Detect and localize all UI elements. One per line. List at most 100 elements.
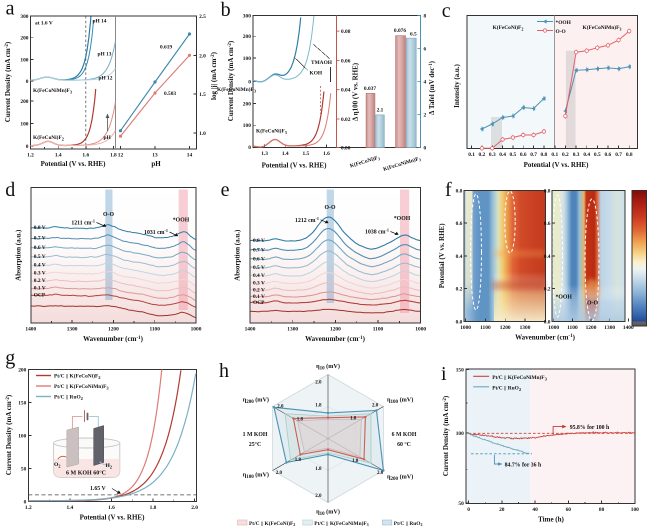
svg-text:0.2 V: 0.2 V bbox=[34, 278, 46, 284]
svg-text:1.5: 1.5 bbox=[199, 92, 206, 98]
svg-text:6 M KOH: 6 M KOH bbox=[392, 432, 417, 438]
svg-text:0.2: 0.2 bbox=[456, 287, 463, 293]
svg-text:1.3: 1.3 bbox=[261, 151, 268, 157]
svg-text:0.8 V: 0.8 V bbox=[34, 225, 46, 231]
svg-text:1100: 1100 bbox=[149, 327, 160, 333]
svg-text:14: 14 bbox=[187, 153, 193, 159]
svg-text:1000: 1000 bbox=[415, 327, 426, 333]
svg-text:0.8: 0.8 bbox=[626, 152, 633, 158]
svg-text:Pt/C || RuO2: Pt/C || RuO2 bbox=[54, 395, 84, 402]
svg-text:1.65 V: 1.65 V bbox=[90, 486, 106, 492]
svg-text:log |j| (mA cm-2): log |j| (mA cm-2) bbox=[210, 51, 218, 100]
svg-text:0.8: 0.8 bbox=[456, 188, 463, 194]
svg-text:Current Density (mA cm-2): Current Density (mA cm-2) bbox=[4, 41, 12, 122]
svg-text:2.0: 2.0 bbox=[277, 405, 284, 410]
svg-text:η10 (mV): η10 (mV) bbox=[316, 509, 340, 518]
svg-text:0.3: 0.3 bbox=[573, 152, 580, 158]
svg-text:0.5: 0.5 bbox=[510, 152, 517, 158]
svg-text:Time (h): Time (h) bbox=[538, 516, 564, 524]
svg-text:0.503: 0.503 bbox=[164, 91, 176, 97]
svg-text:Current Density (mA cm-2): Current Density (mA cm-2) bbox=[5, 394, 13, 475]
svg-text:200: 200 bbox=[20, 36, 28, 42]
svg-text:0.2: 0.2 bbox=[544, 287, 551, 293]
svg-text:pH 14: pH 14 bbox=[93, 19, 107, 25]
svg-text:1100: 1100 bbox=[567, 325, 578, 331]
svg-text:200: 200 bbox=[18, 368, 26, 374]
svg-text:1000: 1000 bbox=[191, 327, 202, 333]
svg-text:1.8: 1.8 bbox=[350, 417, 357, 422]
svg-text:0: 0 bbox=[26, 79, 29, 85]
svg-text:100: 100 bbox=[18, 434, 26, 440]
svg-text:pH: pH bbox=[104, 135, 112, 141]
svg-text:H2: H2 bbox=[106, 463, 112, 470]
svg-text:Absorption (a.u.): Absorption (a.u.) bbox=[234, 229, 242, 281]
svg-text:0.0: 0.0 bbox=[544, 319, 551, 325]
svg-text:2.1: 2.1 bbox=[377, 108, 384, 114]
svg-text:1.8: 1.8 bbox=[315, 467, 322, 472]
svg-text:0: 0 bbox=[26, 144, 29, 150]
svg-text:Current Density (mA cm-2): Current Density (mA cm-2) bbox=[227, 40, 235, 121]
svg-text:0.5 V: 0.5 V bbox=[253, 265, 265, 271]
svg-text:Δ Tafel (mV dec-1): Δ Tafel (mV dec-1) bbox=[428, 60, 436, 115]
svg-text:25°C: 25°C bbox=[249, 441, 261, 448]
svg-text:0.0: 0.0 bbox=[456, 319, 463, 325]
svg-text:100: 100 bbox=[20, 122, 28, 128]
svg-text:12: 12 bbox=[118, 153, 124, 159]
svg-text:0.4: 0.4 bbox=[456, 254, 463, 260]
svg-text:*OOH: *OOH bbox=[556, 295, 573, 301]
svg-text:2.0: 2.0 bbox=[377, 471, 384, 476]
svg-text:0: 0 bbox=[467, 507, 470, 513]
svg-text:100: 100 bbox=[456, 431, 464, 437]
svg-text:O2: O2 bbox=[54, 462, 60, 469]
svg-text:1.6: 1.6 bbox=[323, 151, 330, 157]
svg-text:60: 60 bbox=[566, 507, 572, 513]
svg-text:1.6: 1.6 bbox=[108, 505, 115, 511]
svg-text:O-O: O-O bbox=[587, 301, 598, 307]
svg-text:1212 cm-1: 1212 cm-1 bbox=[295, 216, 319, 224]
svg-text:*OOH: *OOH bbox=[173, 218, 190, 224]
svg-text:1.5: 1.5 bbox=[303, 151, 310, 157]
svg-text:O-O: O-O bbox=[325, 205, 336, 211]
svg-text:1400: 1400 bbox=[623, 325, 634, 331]
svg-text:e: e bbox=[221, 179, 230, 201]
svg-text:0: 0 bbox=[248, 145, 251, 151]
svg-text:0.4: 0.4 bbox=[583, 152, 590, 158]
svg-text:1100: 1100 bbox=[480, 325, 491, 331]
svg-text:0.5 V: 0.5 V bbox=[34, 254, 46, 260]
svg-text:0.8 V: 0.8 V bbox=[253, 238, 265, 244]
svg-text:1.2: 1.2 bbox=[27, 153, 34, 159]
svg-text:TMAOH: TMAOH bbox=[311, 60, 333, 66]
svg-text:Potential (V vs. RHE): Potential (V vs. RHE) bbox=[524, 161, 589, 169]
svg-text:2.0: 2.0 bbox=[315, 381, 322, 386]
svg-text:1.4: 1.4 bbox=[282, 151, 289, 157]
svg-text:1200: 1200 bbox=[108, 327, 119, 333]
svg-text:d: d bbox=[5, 179, 15, 201]
svg-text:40: 40 bbox=[532, 507, 538, 513]
svg-text:0: 0 bbox=[248, 79, 251, 85]
svg-text:a: a bbox=[6, 0, 15, 19]
svg-text:0.1: 0.1 bbox=[551, 152, 558, 158]
svg-text:0.076: 0.076 bbox=[394, 28, 406, 34]
svg-text:100: 100 bbox=[243, 123, 251, 129]
svg-text:K(FeCoNiMn)F3: K(FeCoNiMn)F3 bbox=[217, 86, 256, 94]
svg-text:6: 6 bbox=[424, 47, 427, 53]
svg-text:300: 300 bbox=[20, 14, 28, 20]
svg-text:Δ η100 (V vs. RHE): Δ η100 (V vs. RHE) bbox=[352, 62, 360, 121]
svg-text:η100 (mV): η100 (mV) bbox=[243, 472, 269, 481]
svg-text:200: 200 bbox=[20, 99, 28, 105]
svg-text:0.02: 0.02 bbox=[341, 117, 351, 123]
svg-text:50: 50 bbox=[458, 501, 464, 507]
svg-text:0.00: 0.00 bbox=[341, 146, 351, 152]
svg-text:0.8: 0.8 bbox=[544, 188, 551, 194]
svg-text:20: 20 bbox=[499, 507, 505, 513]
svg-text:1400: 1400 bbox=[245, 327, 256, 333]
svg-text:0.4: 0.4 bbox=[499, 152, 506, 158]
svg-text:1200: 1200 bbox=[330, 327, 341, 333]
svg-text:0.04: 0.04 bbox=[341, 88, 351, 94]
svg-text:η200 (mV): η200 (mV) bbox=[387, 474, 413, 483]
svg-text:1300: 1300 bbox=[604, 325, 615, 331]
svg-text:1.4: 1.4 bbox=[67, 505, 74, 511]
svg-text:Pt/C || RuO2: Pt/C || RuO2 bbox=[394, 521, 423, 527]
svg-text:1211 cm-1: 1211 cm-1 bbox=[71, 219, 95, 227]
svg-text:pH: pH bbox=[151, 160, 161, 168]
